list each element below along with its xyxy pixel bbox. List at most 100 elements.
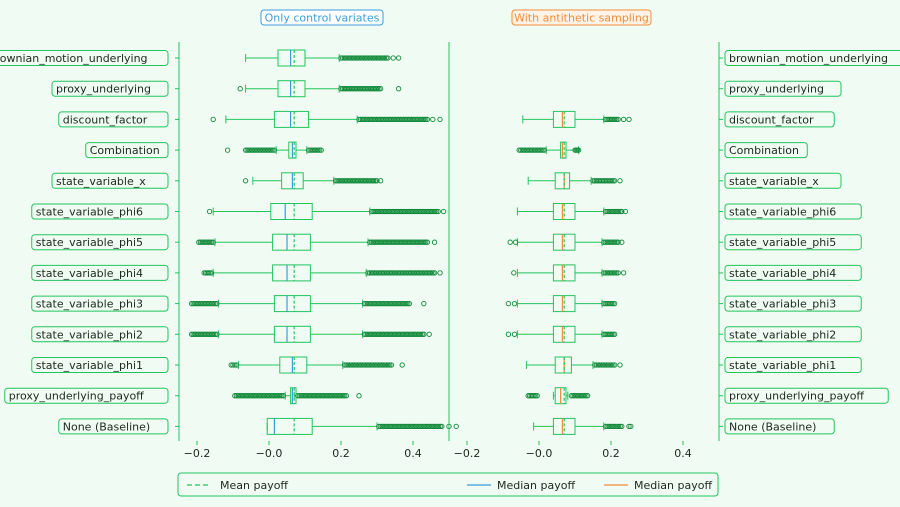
outlier-point bbox=[615, 116, 621, 123]
category-label-box bbox=[724, 418, 835, 435]
outlier-point bbox=[615, 208, 622, 215]
outlier-point bbox=[423, 116, 429, 123]
outlier-point bbox=[607, 423, 614, 430]
outlier-point bbox=[615, 239, 621, 245]
outlier-point bbox=[512, 239, 519, 245]
outlier-point bbox=[437, 423, 443, 430]
x-tick-label: −0.2 bbox=[184, 447, 211, 460]
outlier-point bbox=[390, 55, 396, 61]
outlier-point bbox=[251, 393, 257, 399]
outlier-point bbox=[325, 393, 332, 399]
category-label-box bbox=[31, 203, 169, 220]
outlier-point bbox=[262, 393, 269, 399]
outlier-point bbox=[279, 393, 285, 399]
category-label-box bbox=[31, 295, 169, 312]
outlier-point bbox=[335, 393, 341, 399]
outlier-point bbox=[437, 270, 443, 276]
outlier-point bbox=[421, 116, 427, 123]
outlier-point bbox=[573, 393, 579, 399]
outlier-point bbox=[608, 300, 615, 307]
outlier-point bbox=[207, 239, 213, 245]
left-category-labels: brownian_motion_underlying proxy_underlyi… bbox=[0, 50, 169, 435]
outlier-point bbox=[334, 393, 340, 399]
outlier-point bbox=[611, 178, 618, 184]
outlier-point bbox=[240, 393, 246, 399]
outlier-point bbox=[268, 147, 274, 153]
outlier-point bbox=[342, 393, 348, 399]
outlier-point bbox=[612, 270, 618, 276]
outlier-point bbox=[608, 362, 614, 368]
outlier-point bbox=[312, 393, 319, 399]
outlier-point bbox=[439, 423, 445, 430]
outlier-point bbox=[419, 331, 425, 337]
box-plot-state_variable_phi6 bbox=[516, 203, 629, 220]
outlier-point bbox=[608, 331, 615, 337]
outlier-point bbox=[617, 178, 623, 184]
outlier-point bbox=[258, 393, 264, 399]
x-tick-label: 0.4 bbox=[404, 447, 422, 460]
iqr-box bbox=[277, 80, 306, 98]
outlier-point bbox=[374, 178, 380, 184]
outlier-point bbox=[615, 270, 621, 276]
outlier-point bbox=[399, 362, 405, 368]
box-plot-state_variable_phi1 bbox=[525, 356, 623, 374]
outlier-point bbox=[424, 116, 431, 123]
outlier-point bbox=[581, 393, 588, 399]
left-title-text: Only control variates bbox=[265, 12, 380, 25]
category-label-box bbox=[58, 418, 169, 435]
outlier-point bbox=[570, 393, 576, 399]
outlier-point bbox=[421, 300, 427, 307]
category-label-box bbox=[31, 326, 169, 343]
box-plot-state_variable_phi6 bbox=[206, 203, 447, 220]
category-label: state_variable_phi4 bbox=[36, 267, 143, 280]
category-label-box bbox=[724, 326, 862, 343]
outlier-point bbox=[608, 178, 615, 184]
outlier-point bbox=[232, 393, 238, 399]
outlier-point bbox=[237, 86, 243, 92]
outlier-point bbox=[327, 393, 333, 399]
legend-median-blue-label: Median payoff bbox=[497, 479, 575, 492]
category-label-box bbox=[31, 234, 169, 251]
outlier-point bbox=[604, 423, 610, 430]
outlier-point bbox=[598, 362, 605, 368]
outlier-point bbox=[611, 362, 618, 368]
category-label-box bbox=[724, 111, 835, 128]
outlier-point bbox=[421, 331, 427, 337]
outlier-point bbox=[430, 270, 436, 276]
category-label: state_variable_phi5 bbox=[729, 236, 836, 249]
legend-median-orange-label: Median payoff bbox=[634, 479, 712, 492]
category-label: state_variable_phi1 bbox=[729, 359, 836, 372]
outlier-point bbox=[620, 270, 627, 276]
x-tick-label: −0.0 bbox=[256, 447, 283, 460]
right-title-box bbox=[511, 9, 652, 26]
outlier-point bbox=[270, 147, 276, 153]
category-label-box bbox=[724, 80, 842, 97]
box-plot-proxy_underlying bbox=[237, 80, 402, 98]
outlier-point bbox=[593, 362, 600, 368]
outlier-point bbox=[571, 393, 578, 399]
outlier-point bbox=[609, 423, 615, 430]
left-panel: −0.2 −0.0 0.2 0.4 bbox=[175, 42, 459, 460]
outlier-point bbox=[212, 300, 218, 307]
box-plot-state_variable_phi4 bbox=[201, 264, 443, 282]
outlier-point bbox=[280, 393, 287, 399]
right-title: With antithetic sampling bbox=[511, 9, 652, 26]
outlier-point bbox=[337, 393, 343, 399]
outlier-point bbox=[610, 331, 616, 337]
category-label: brownian_motion_underlying bbox=[729, 52, 888, 65]
outlier-point bbox=[212, 331, 218, 337]
right-panel: −0.2 −0.0 0.2 0.4 bbox=[454, 42, 723, 460]
category-label: state_variable_phi2 bbox=[729, 328, 836, 341]
outlier-point bbox=[314, 393, 320, 399]
outlier-point bbox=[277, 393, 283, 399]
category-label: state_variable_phi3 bbox=[36, 298, 143, 311]
outlier-point bbox=[214, 331, 220, 337]
outlier-point bbox=[617, 208, 623, 215]
outlier-point bbox=[316, 393, 322, 399]
category-label: proxy_underlying bbox=[729, 83, 824, 96]
outlier-point bbox=[214, 300, 220, 307]
outlier-point bbox=[606, 423, 612, 430]
outlier-point bbox=[592, 362, 598, 368]
box-plot-state_variable_x bbox=[242, 172, 384, 190]
outlier-point bbox=[610, 362, 616, 368]
